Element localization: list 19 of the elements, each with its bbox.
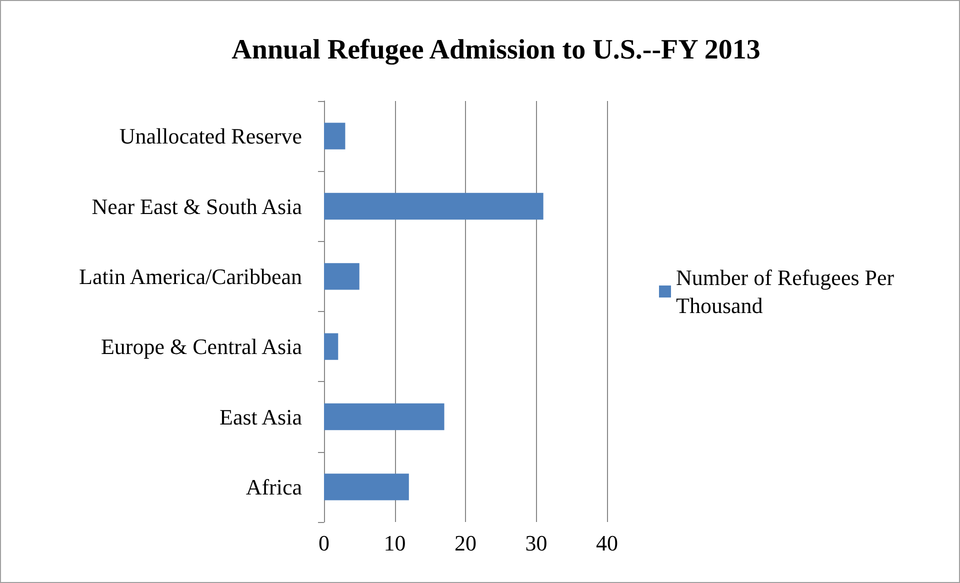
bar [324,263,360,290]
x-tick-label: 30 [525,530,548,556]
bar [324,192,544,220]
bar [324,122,346,150]
x-tick-label: 10 [384,530,406,556]
x-tick-label: 40 [596,530,618,556]
bar [324,333,338,360]
bar [324,474,409,500]
x-tick-label: 0 [318,530,330,556]
y-tick-label: Africa [246,474,302,500]
x-tick-label: 20 [454,530,476,556]
bar [324,403,444,430]
chart-title: Annual Refugee Admission to U.S.--FY 2013 [232,34,760,66]
y-tick-label: Unallocated Reserve [119,124,302,149]
legend-label: Number of Refugees Per Thousand [676,265,900,318]
y-tick-label: East Asia [220,404,302,430]
y-tick-label: Europe & Central Asia [100,334,302,360]
y-tick-label: Near East & South Asia [92,194,302,219]
y-tick-label: Latin America/Caribbean [79,264,302,289]
